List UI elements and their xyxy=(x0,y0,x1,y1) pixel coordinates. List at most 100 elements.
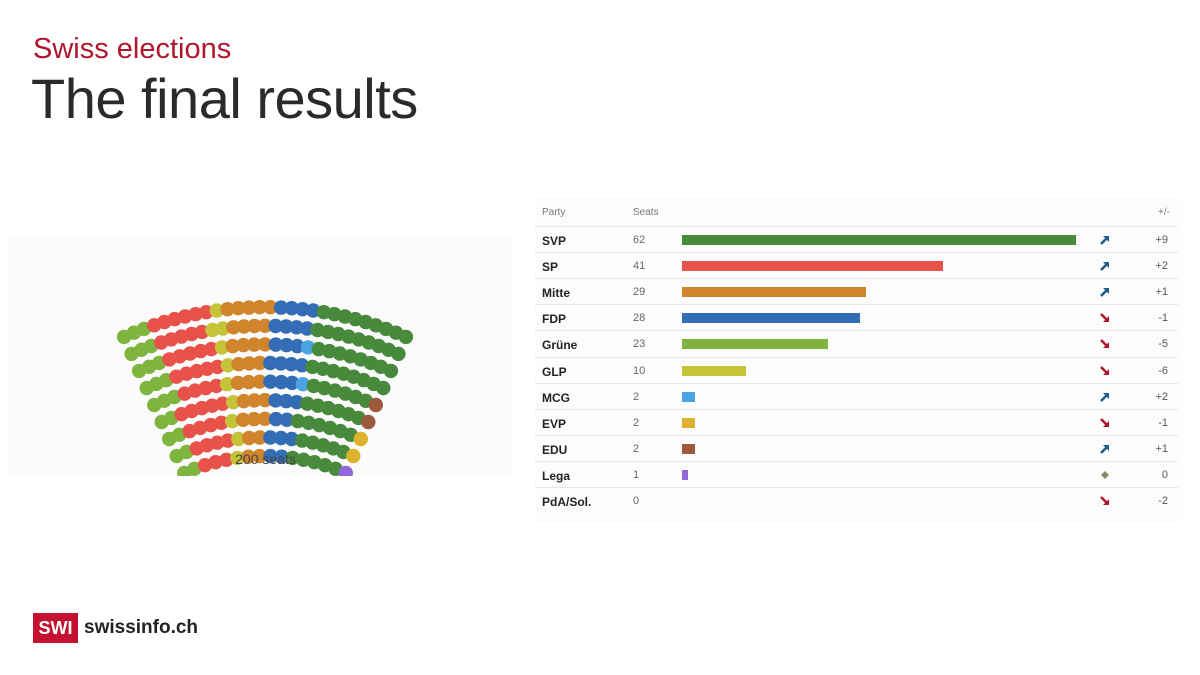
party-change: +9 xyxy=(1155,234,1168,246)
logo-text: swissinfo.ch xyxy=(84,617,199,638)
seat-dot-mitte xyxy=(252,448,267,464)
seat-bar xyxy=(682,287,867,298)
seat-dot-fdp xyxy=(273,430,289,446)
seat-dot-mitte xyxy=(252,355,267,371)
party-change: +1 xyxy=(1155,286,1168,299)
seat-dot-mitte xyxy=(257,393,273,408)
seat-dot-mitte xyxy=(257,318,273,333)
header-change: +/- xyxy=(1158,207,1170,218)
seat-dot-mitte xyxy=(247,393,262,408)
seat-dot-mitte xyxy=(225,338,240,354)
party-name: Grüne xyxy=(542,338,578,353)
seat-dot-fdp xyxy=(263,374,278,389)
seat-dot-fdp xyxy=(290,338,305,354)
party-name: FDP xyxy=(542,312,566,327)
seat-dot-sp xyxy=(215,396,230,411)
seat-dot-glp xyxy=(225,413,240,429)
seat-dot-mitte xyxy=(230,375,246,391)
seat-dot-sp xyxy=(199,305,214,320)
seat-dot-evp xyxy=(353,431,368,447)
seat-dot-mitte xyxy=(252,374,267,389)
seat-dot-edu xyxy=(368,397,383,413)
seat-dot-mitte xyxy=(226,320,241,335)
kicker: Swiss elections xyxy=(33,33,232,65)
seat-dot-mitte xyxy=(236,337,251,353)
table-row-pda-sol: PdA/Sol. 0 -2 xyxy=(535,487,1178,514)
seat-dot-fdp xyxy=(278,319,294,334)
seat-dot-sp xyxy=(203,417,218,433)
seat-dot-mitte xyxy=(241,430,257,446)
parliament-chart: 200 seats xyxy=(8,236,513,476)
seat-dot-lega xyxy=(338,465,353,476)
seat-dot-mitte xyxy=(236,319,252,334)
seat-dot-mitte xyxy=(252,430,267,445)
seat-dot-glp xyxy=(205,322,220,338)
arrow-up-right-icon xyxy=(1100,236,1109,245)
seat-dot-fdp xyxy=(273,300,289,315)
party-seats: 1 xyxy=(633,468,640,481)
seat-bar xyxy=(682,261,943,272)
party-name: SP xyxy=(542,260,559,275)
table-row-fdp: FDP 28 -1 xyxy=(535,304,1178,331)
seat-bar xyxy=(682,417,695,428)
seat-dot-sp xyxy=(204,341,219,357)
seat-dot-sp xyxy=(198,380,213,396)
seat-dot-fdp xyxy=(268,411,284,427)
seat-dot-mitte xyxy=(231,357,246,372)
party-seats: 41 xyxy=(633,260,646,273)
seat-dot-mitte xyxy=(241,374,256,390)
seat-dot-glp xyxy=(226,395,241,410)
party-name: EDU xyxy=(542,442,568,457)
seat-bar xyxy=(682,313,860,324)
arrow-down-right-icon xyxy=(1100,313,1109,323)
page-title: The final results xyxy=(31,67,418,130)
seat-dot-mcg xyxy=(295,377,311,392)
seat-dot-fdp xyxy=(274,374,289,390)
seat-bar xyxy=(682,235,1076,245)
seat-dot-fdp xyxy=(268,337,283,352)
seat-dot-fdp xyxy=(284,301,299,316)
seat-dot-fdp xyxy=(268,318,283,334)
seat-dot-sp xyxy=(208,455,223,470)
table-row-svp: SVP 62 +9 xyxy=(535,226,1178,253)
seat-dot-mitte xyxy=(235,412,251,427)
seat-dot-fdp xyxy=(284,375,300,391)
party-seats: 0 xyxy=(633,495,640,507)
seat-dot-glp xyxy=(220,358,236,373)
seat-dot-glp xyxy=(209,303,224,318)
seats-caption: 200 seats xyxy=(235,451,296,467)
results-table: Party Seats +/- SVP 62 +9 SP 41 +2 Mitte 29 +1 FD… xyxy=(535,198,1183,522)
arrow-down-right-icon xyxy=(1100,496,1109,505)
seat-dot-svp xyxy=(296,452,311,467)
arrow-up-right-icon xyxy=(1100,262,1109,272)
seat-dot-mcg xyxy=(300,340,316,355)
seat-dot-mitte xyxy=(220,302,235,317)
party-name: SVP xyxy=(542,234,567,248)
table-row-edu: EDU 2 +1 xyxy=(535,434,1178,462)
table-row-sp: SP 41 +2 xyxy=(535,252,1178,279)
seat-dot-fdp xyxy=(268,393,283,408)
diamond-icon xyxy=(1101,470,1109,479)
party-change: +2 xyxy=(1155,390,1168,403)
seat-dot-fdp xyxy=(299,321,315,336)
party-seats: 28 xyxy=(633,312,646,325)
party-change: -5 xyxy=(1158,338,1168,351)
party-name: Lega xyxy=(542,468,571,483)
seat-dot-mitte xyxy=(263,300,278,315)
table-row-lega: Lega 1 0 xyxy=(535,460,1178,488)
party-change: +1 xyxy=(1155,442,1168,455)
party-name: Mitte xyxy=(542,286,570,301)
party-name: GLP xyxy=(542,364,567,379)
arrow-up-right-icon xyxy=(1100,288,1109,298)
seat-dot-svp xyxy=(383,363,399,379)
party-change: 0 xyxy=(1161,468,1168,481)
seat-dot-fdp xyxy=(279,337,294,353)
arrow-down-right-icon xyxy=(1100,365,1109,375)
seat-dot-mitte xyxy=(241,300,257,315)
seat-dot-fdp xyxy=(289,320,304,335)
seat-dot-glp xyxy=(215,321,231,336)
party-seats: 2 xyxy=(633,416,640,429)
party-change: -1 xyxy=(1158,416,1168,429)
seat-dot-fdp xyxy=(273,356,289,371)
seat-bar xyxy=(682,339,829,350)
